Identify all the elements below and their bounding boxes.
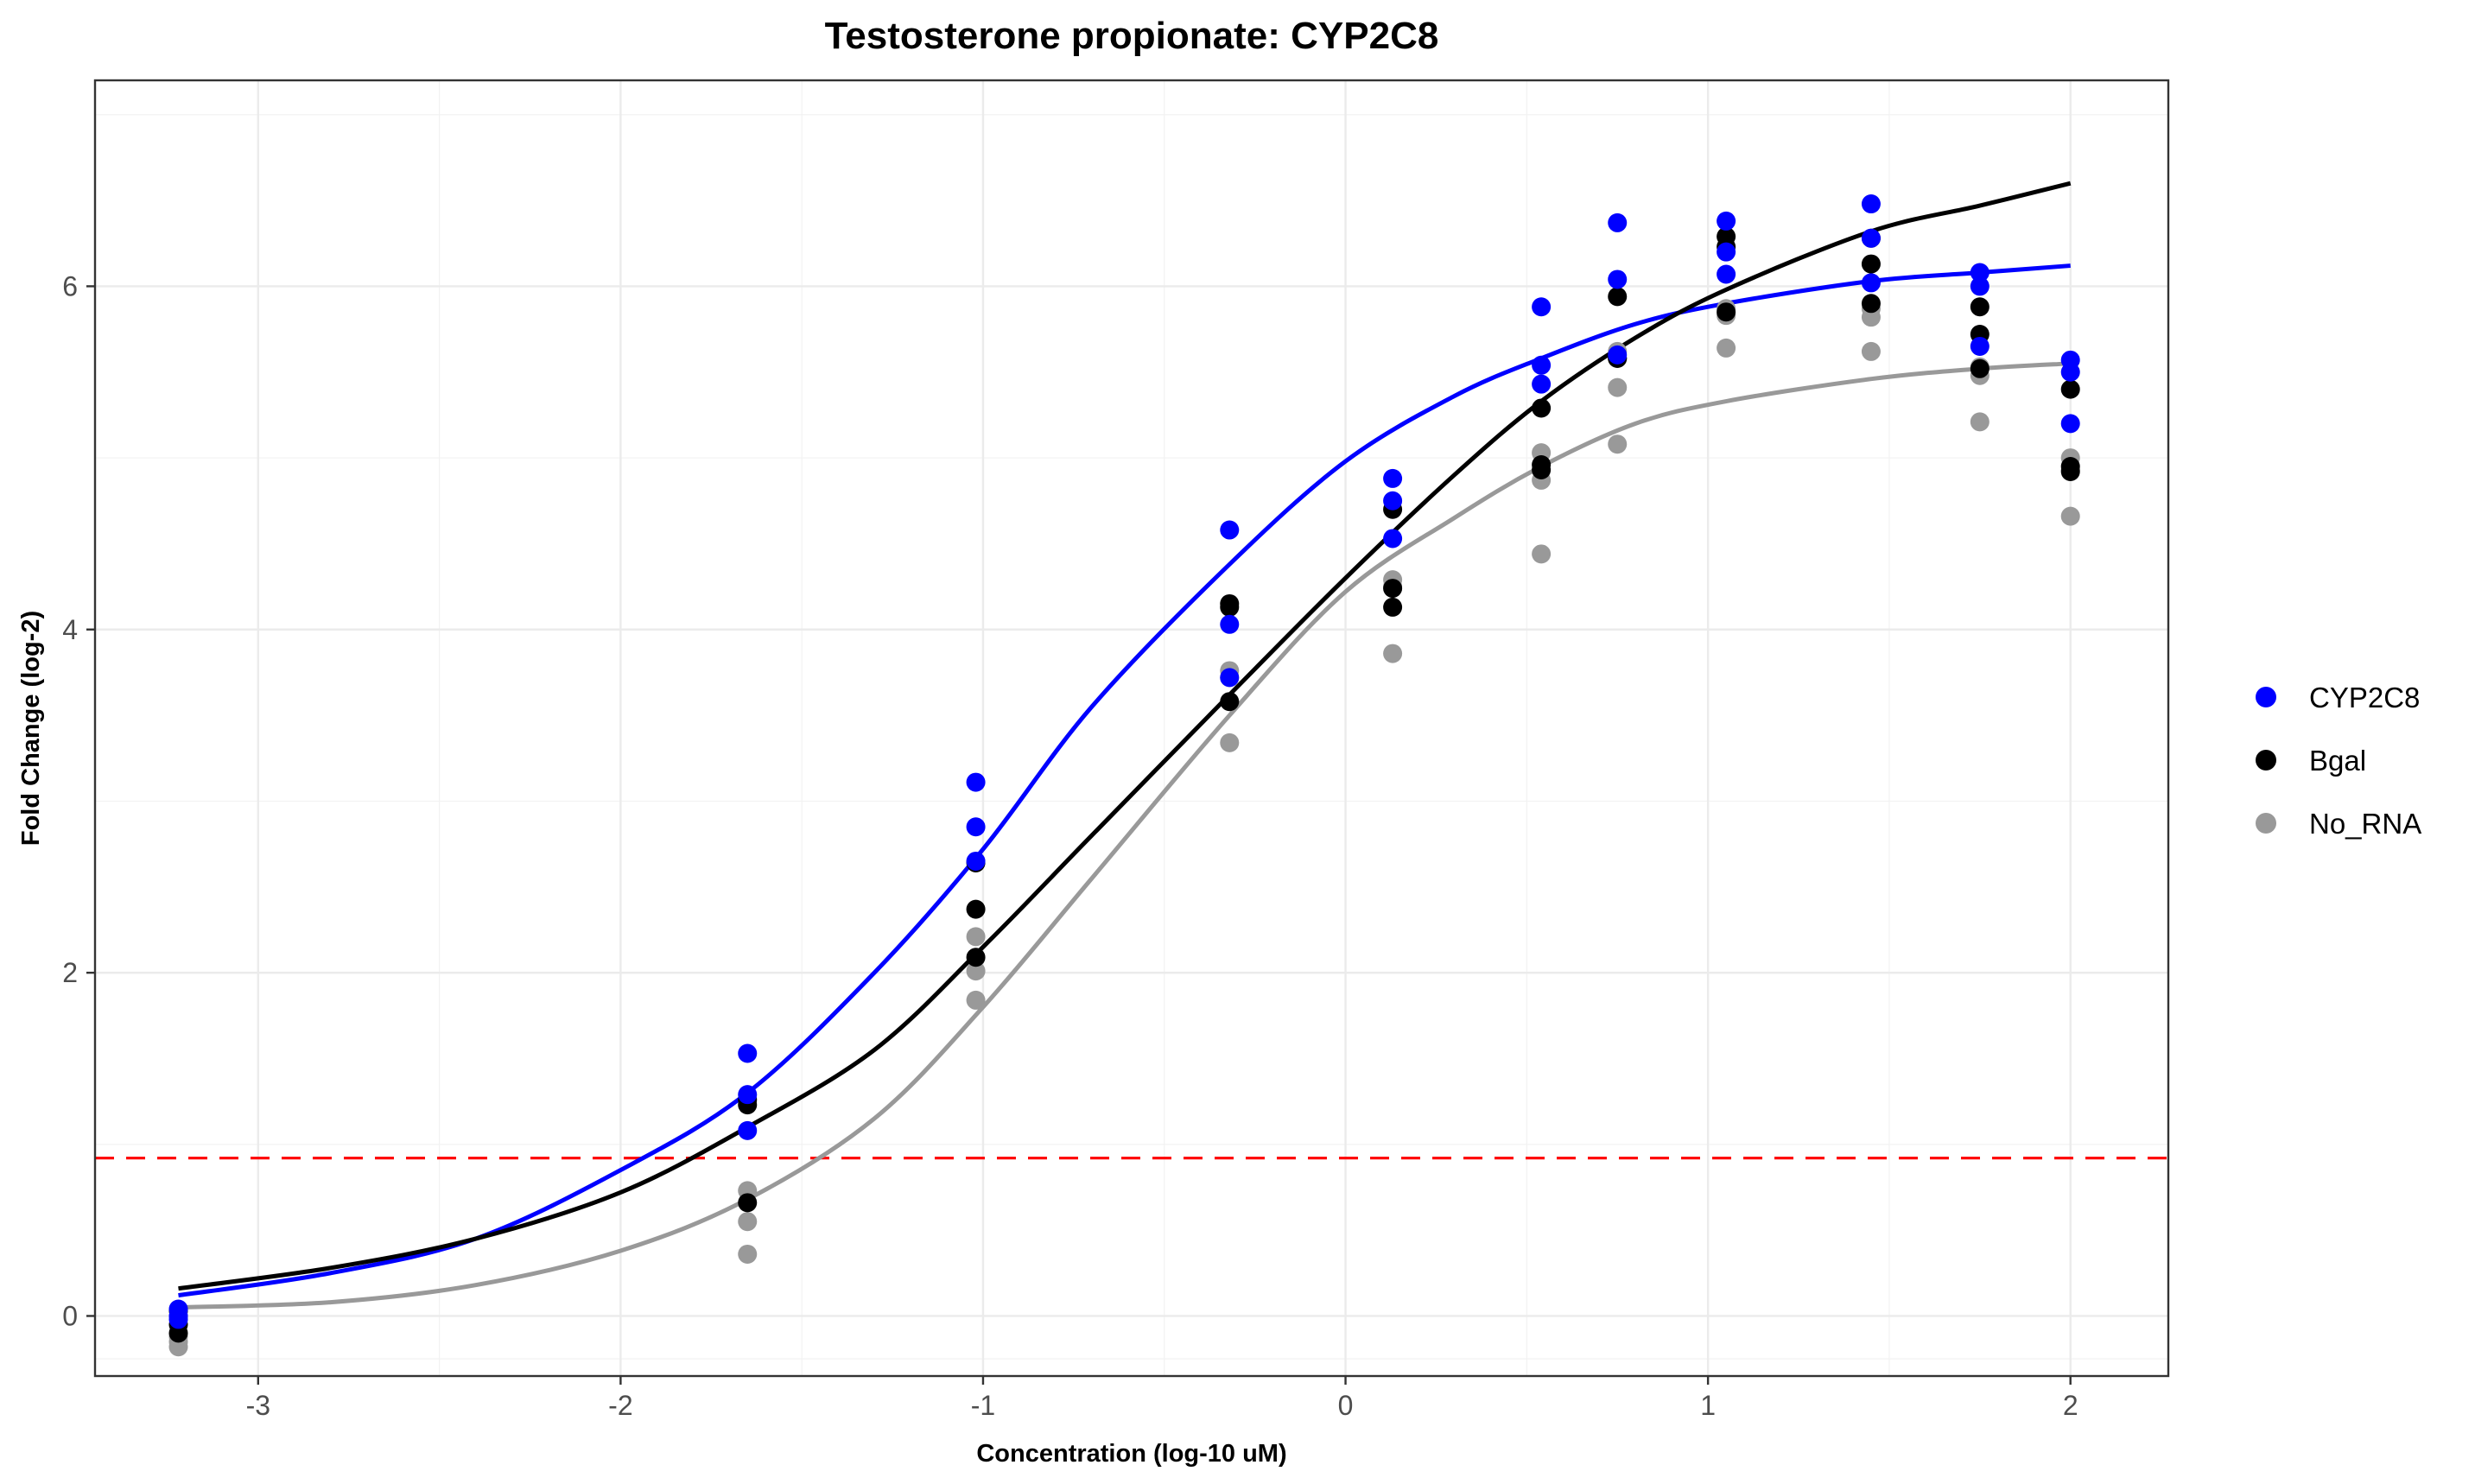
data-point-no-rna — [966, 927, 986, 947]
data-point-cyp2c8 — [1608, 212, 1628, 232]
data-point-cyp2c8 — [1608, 270, 1628, 289]
legend-key-bgal — [2256, 750, 2276, 771]
data-point-bgal — [2060, 461, 2080, 481]
y-tick-label: 2 — [62, 957, 78, 988]
data-point-bgal — [1970, 297, 1990, 317]
data-point-cyp2c8 — [738, 1043, 758, 1063]
data-point-bgal — [1220, 692, 1240, 712]
data-point-cyp2c8 — [2060, 362, 2080, 382]
data-point-cyp2c8 — [1532, 355, 1552, 375]
data-point-cyp2c8 — [1861, 194, 1881, 214]
data-point-cyp2c8 — [1383, 468, 1403, 488]
data-point-no-rna — [966, 990, 986, 1010]
data-point-cyp2c8 — [1970, 276, 1990, 296]
data-point-cyp2c8 — [1861, 228, 1881, 248]
data-point-cyp2c8 — [966, 772, 986, 792]
data-point-cyp2c8 — [2060, 414, 2080, 434]
data-point-cyp2c8 — [168, 1310, 188, 1329]
panel-border — [93, 79, 2170, 1378]
data-point-bgal — [1383, 579, 1403, 599]
legend-key-no-rna — [2256, 813, 2276, 834]
data-point-bgal — [1532, 398, 1552, 418]
x-tick-label: 2 — [2063, 1390, 2078, 1421]
fit-curve-bgal — [178, 181, 2072, 1291]
data-point-cyp2c8 — [1861, 273, 1881, 293]
data-point-cyp2c8 — [1383, 529, 1403, 549]
y-axis-title: Fold Change (log-2) — [17, 611, 45, 846]
fit-curve-no-rna — [178, 361, 2071, 1310]
data-point-cyp2c8 — [1220, 614, 1240, 634]
data-point-cyp2c8 — [1717, 211, 1736, 231]
x-tick-label: 1 — [1700, 1390, 1716, 1421]
data-point-no-rna — [168, 1337, 188, 1357]
data-point-cyp2c8 — [1608, 345, 1628, 365]
data-point-no-rna — [966, 961, 986, 981]
data-point-no-rna — [1861, 308, 1881, 327]
data-point-no-rna — [738, 1244, 758, 1264]
data-point-bgal — [2060, 379, 2080, 399]
data-point-cyp2c8 — [1970, 336, 1990, 356]
data-point-no-rna — [1717, 338, 1736, 358]
legend-label: Bgal — [2309, 745, 2366, 777]
data-point-cyp2c8 — [738, 1085, 758, 1105]
legend: CYP2C8 Bgal No_RNA — [2256, 682, 2421, 840]
data-point-no-rna — [738, 1212, 758, 1232]
data-point-cyp2c8 — [966, 851, 986, 871]
data-point-no-rna — [1532, 544, 1552, 564]
data-point-cyp2c8 — [1383, 491, 1403, 511]
data-point-no-rna — [1861, 341, 1881, 361]
legend-label: CYP2C8 — [2309, 682, 2420, 713]
fit-curves — [178, 181, 2072, 1310]
data-point-no-rna — [1970, 412, 1990, 432]
data-point-bgal — [1717, 302, 1736, 322]
grid — [95, 80, 2168, 1376]
data-point-no-rna — [2060, 506, 2080, 526]
legend-label: No_RNA — [2309, 808, 2421, 840]
x-tick-label: -2 — [608, 1390, 632, 1421]
data-point-bgal — [1220, 597, 1240, 617]
data-point-no-rna — [1608, 434, 1628, 454]
data-point-bgal — [1383, 597, 1403, 617]
y-tick-label: 6 — [62, 270, 78, 301]
x-tick-label: -1 — [971, 1390, 995, 1421]
data-point-cyp2c8 — [1717, 264, 1736, 284]
fit-curve-cyp2c8 — [178, 263, 2071, 1298]
data-point-bgal — [1861, 294, 1881, 314]
data-point-bgal — [1532, 460, 1552, 479]
data-point-bgal — [1861, 254, 1881, 274]
axis-ticks: -3 -2 -1 0 1 2 0 2 4 6 — [62, 270, 2078, 1421]
data-point-no-rna — [1220, 732, 1240, 752]
data-point-cyp2c8 — [1220, 668, 1240, 688]
data-point-bgal — [966, 948, 986, 967]
y-tick-label: 0 — [62, 1300, 78, 1331]
y-tick-label: 4 — [62, 614, 78, 645]
data-point-cyp2c8 — [1717, 242, 1736, 262]
data-point-bgal — [738, 1193, 758, 1213]
data-point-bgal — [1608, 287, 1628, 307]
data-point-cyp2c8 — [738, 1120, 758, 1140]
x-axis-title: Concentration (log-10 uM) — [976, 1440, 1286, 1468]
data-points — [168, 194, 2080, 1357]
data-point-cyp2c8 — [1532, 297, 1552, 317]
chart-title: Testosterone propionate: CYP2C8 — [825, 15, 1439, 57]
legend-key-cyp2c8 — [2256, 687, 2276, 707]
data-point-cyp2c8 — [1970, 263, 1990, 282]
data-point-cyp2c8 — [1532, 374, 1552, 394]
data-point-bgal — [966, 899, 986, 919]
data-point-bgal — [1970, 358, 1990, 378]
data-point-cyp2c8 — [1220, 520, 1240, 540]
x-tick-label: -3 — [246, 1390, 270, 1421]
x-tick-label: 0 — [1338, 1390, 1354, 1421]
data-point-no-rna — [1383, 644, 1403, 663]
data-point-bgal — [168, 1323, 188, 1343]
data-point-cyp2c8 — [966, 817, 986, 837]
data-point-no-rna — [1608, 377, 1628, 397]
